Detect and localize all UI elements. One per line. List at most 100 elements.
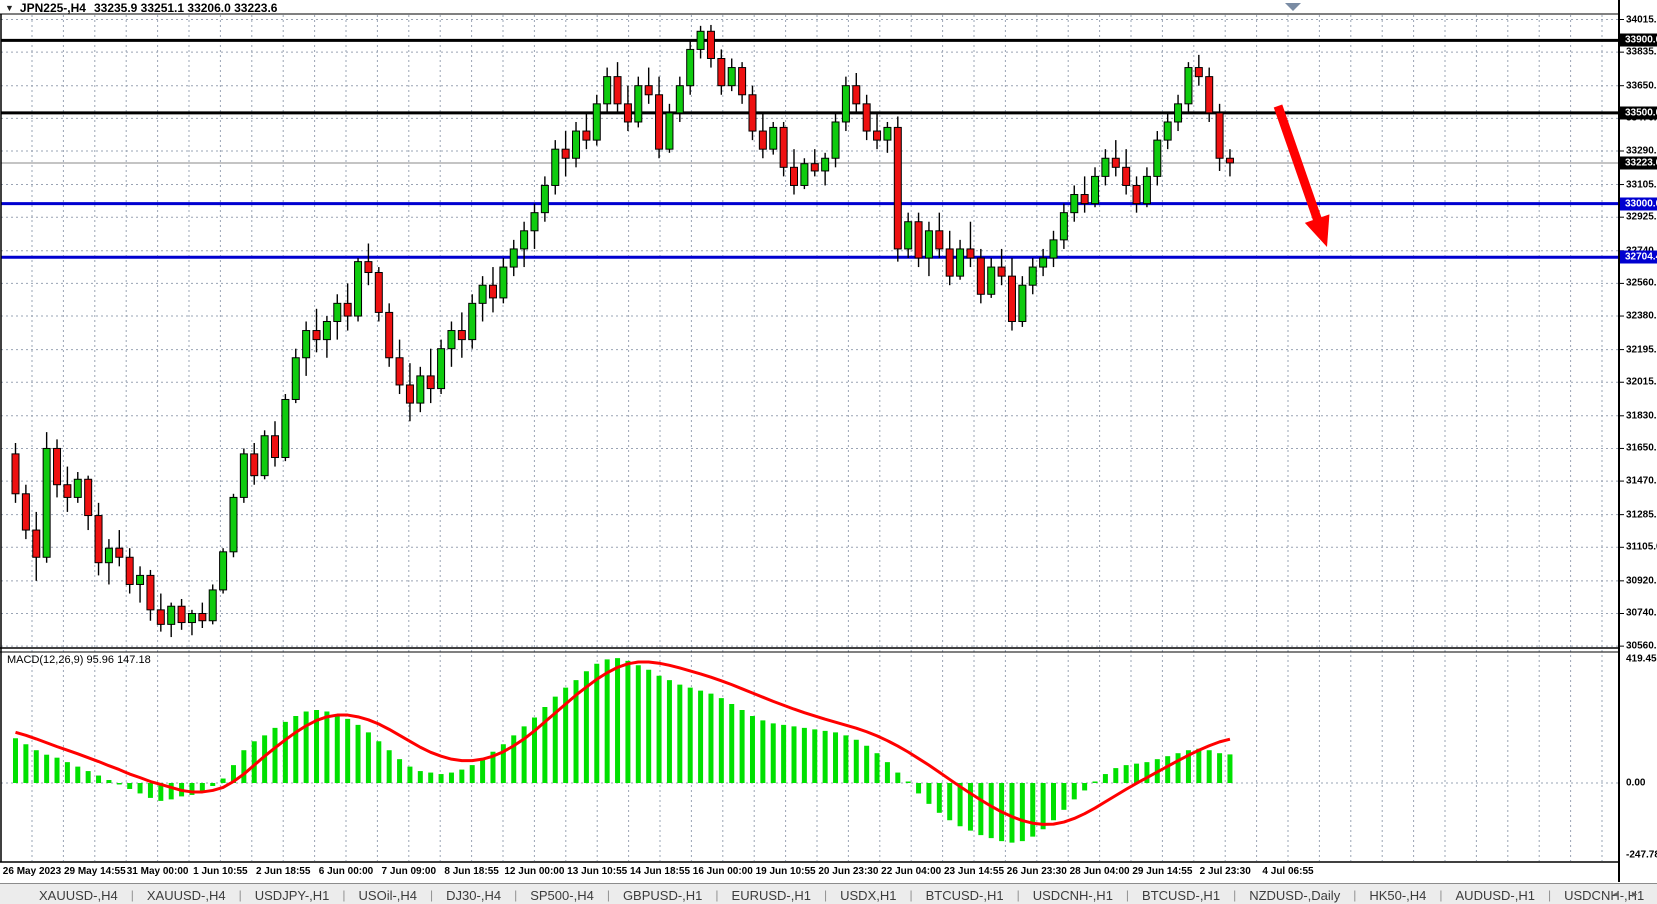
- candle-body: [1153, 139, 1162, 177]
- price-tick-label: 32195.0: [1626, 344, 1657, 356]
- candle-body: [924, 230, 933, 259]
- price-tag-33000.0: 33000.0: [1620, 197, 1657, 211]
- candle-body: [63, 484, 72, 498]
- candle-body: [11, 453, 20, 495]
- price-tag-33900.0: 33900.0: [1620, 33, 1657, 47]
- candle-body: [696, 30, 705, 50]
- chart-dropdown-icon[interactable]: ▼: [5, 2, 14, 13]
- candle-body: [426, 375, 435, 390]
- candle-body: [1018, 284, 1027, 322]
- candle-body: [32, 529, 41, 558]
- chart-tab-btcusd-h1[interactable]: BTCUSD-,H1: [1142, 888, 1221, 903]
- candle-body: [779, 126, 788, 168]
- tab-scroll-right-icon[interactable]: ►: [1630, 889, 1649, 899]
- trend-arrow-shaft[interactable]: [1273, 104, 1324, 226]
- candle-body: [281, 398, 290, 459]
- price-tick-label: 30560.0: [1626, 640, 1657, 652]
- price-tick-label: 33105.0: [1626, 179, 1657, 191]
- time-axis-label: 12 Jun 00:00: [504, 866, 565, 877]
- macd-axis-bottom: -247.78: [1626, 849, 1657, 861]
- candle-body: [219, 551, 228, 591]
- candle-body: [271, 435, 279, 459]
- time-axis-label: 22 Jun 04:00: [881, 866, 942, 877]
- price-axis[interactable]: 34015.033835.033650.033470.033290.033105…: [1620, 0, 1657, 862]
- time-axis-label: 4 Jul 06:55: [1262, 866, 1314, 877]
- candle-body: [821, 157, 830, 172]
- tab-separator: |: [130, 887, 134, 902]
- candle-body: [291, 357, 300, 400]
- chart-tab-usdjpy-h1[interactable]: USDJPY-,H1: [254, 888, 330, 903]
- candle-body: [727, 67, 736, 87]
- chart-tab-usoil-h4[interactable]: USOil-,H4: [358, 888, 418, 903]
- time-axis[interactable]: 26 May 2023 29 May 14:55 31 May 00:00 1 Jun…: [0, 864, 1657, 882]
- candle-body: [686, 48, 695, 87]
- chart-tab-hk50-h4[interactable]: HK50-,H4: [1369, 888, 1427, 903]
- candle-body: [893, 126, 902, 250]
- candle-body: [115, 547, 124, 558]
- price-tick-label: 30920.0: [1626, 575, 1657, 587]
- candle-body: [509, 248, 518, 268]
- chart-tab-btcusd-h1[interactable]: BTCUSD-,H1: [925, 888, 1004, 903]
- time-axis-label: 29 May 14:55: [63, 866, 126, 877]
- candle-body: [1122, 166, 1131, 186]
- tab-separator: |: [342, 887, 346, 902]
- candle-body: [1225, 157, 1234, 164]
- candle-body: [395, 357, 404, 386]
- chart-tab-dj30-h4[interactable]: DJ30-,H4: [446, 888, 502, 903]
- symbol-ohlc-title: ▼ JPN225-,H4 33235.9 33251.1 33206.0 332…: [5, 1, 277, 15]
- tab-separator: |: [1439, 887, 1443, 902]
- trend-arrow-head[interactable]: [1304, 214, 1330, 247]
- tab-scroll-arrows[interactable]: ◄►: [1611, 889, 1649, 899]
- candle-body: [966, 248, 975, 259]
- tab-separator: |: [1016, 887, 1020, 902]
- chart-tab-gbpusd-h1[interactable]: GBPUSD-,H1: [622, 888, 703, 903]
- candle-body: [405, 384, 414, 404]
- price-tick-label: 33650.0: [1626, 80, 1657, 92]
- chart-tab-usdcnh-h1[interactable]: USDCNH-,H1: [1032, 888, 1113, 903]
- candle-body: [914, 221, 923, 259]
- chart-tab-xauusd-h4[interactable]: XAUUSD-,H4: [146, 888, 226, 903]
- candle-body: [748, 94, 757, 132]
- candle-body: [862, 103, 871, 132]
- chart-tab-usdx-h1[interactable]: USDX,H1: [840, 888, 897, 903]
- candle-body: [561, 148, 570, 159]
- candle-body: [675, 85, 684, 114]
- candle-body: [447, 330, 456, 350]
- candle-body: [1101, 157, 1110, 177]
- candle-body: [530, 212, 539, 232]
- time-axis-label: 6 Jun 00:00: [318, 866, 374, 877]
- candle-body: [478, 284, 487, 304]
- time-axis-label: 1 Jun 10:55: [193, 866, 248, 877]
- chart-tab-nzdusd-daily[interactable]: NZDUSD-,Daily: [1249, 888, 1341, 903]
- chart-tab-usdcnh-h1[interactable]: USDCNH-,H1: [1564, 888, 1645, 903]
- candle-body: [198, 612, 207, 622]
- chart-tab-audusd-h1[interactable]: AUDUSD-,H1: [1455, 888, 1535, 903]
- time-axis-label: 2 Jun 18:55: [255, 866, 311, 877]
- candle-body: [1174, 103, 1183, 123]
- price-tick-label: 33290.0: [1626, 145, 1657, 157]
- candle-body: [1039, 257, 1048, 268]
- candle-body: [312, 330, 321, 341]
- candle-body: [457, 330, 466, 341]
- candle-body: [260, 435, 269, 477]
- price-tick-label: 31650.0: [1626, 442, 1657, 454]
- chart-tab-bar: XAUUSD-,H4 | XAUUSD-,H4 | USDJPY-,H1 | USOil-,…: [0, 883, 1657, 904]
- tab-scroll-left-icon[interactable]: ◄: [1611, 889, 1631, 899]
- candle-body: [831, 121, 840, 159]
- candle-body: [167, 605, 176, 625]
- candle-body: [187, 612, 196, 624]
- candle-body: [1070, 194, 1079, 214]
- candle-body: [997, 266, 1006, 277]
- chart-tab-sp500-h4[interactable]: SP500-,H4: [530, 888, 594, 903]
- time-axis-label: 20 Jun 23:30: [818, 866, 879, 877]
- tab-separator: |: [1233, 887, 1237, 902]
- candle-body: [520, 230, 529, 250]
- chart-tab-eurusd-h1[interactable]: EURUSD-,H1: [731, 888, 811, 903]
- candle-body: [883, 126, 892, 141]
- candle-body: [1091, 175, 1100, 205]
- candle-body: [84, 478, 93, 517]
- candle-body: [790, 166, 798, 186]
- chart-tab-xauusd-h4[interactable]: XAUUSD-,H4: [39, 888, 118, 903]
